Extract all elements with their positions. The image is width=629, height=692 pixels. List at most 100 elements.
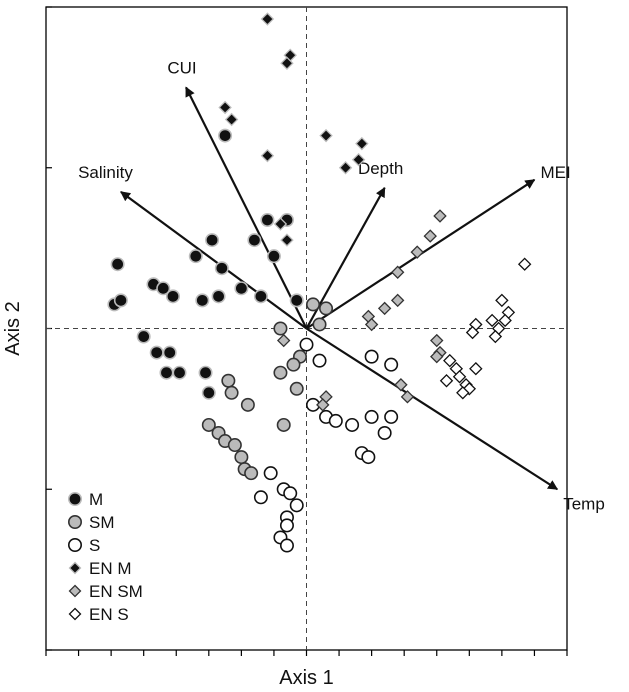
point	[433, 209, 447, 223]
point	[280, 233, 294, 247]
point	[390, 293, 405, 308]
point	[328, 413, 343, 428]
point	[273, 321, 288, 336]
series-sm	[201, 297, 334, 481]
point	[276, 333, 291, 348]
point	[172, 365, 187, 380]
legend-label-s: S	[89, 536, 100, 555]
vector-temp	[305, 327, 559, 491]
point	[205, 233, 220, 248]
point	[234, 281, 249, 296]
tick-layer	[45, 6, 568, 656]
legend-marker-en-s	[68, 607, 82, 621]
point	[498, 313, 512, 328]
point	[221, 373, 236, 388]
point	[289, 381, 304, 396]
point	[156, 281, 171, 296]
legend-marker-sm	[68, 514, 83, 529]
point	[443, 353, 457, 368]
point	[355, 136, 369, 151]
point	[312, 317, 327, 332]
legend: M SM S EN M EN SM EN S	[68, 490, 143, 624]
point	[377, 301, 392, 316]
legend-marker-en-m	[68, 561, 82, 575]
point	[319, 128, 333, 143]
point	[266, 249, 281, 264]
point	[400, 390, 415, 404]
point	[517, 257, 532, 271]
point-layer	[107, 12, 532, 553]
point	[113, 293, 128, 308]
series-en-s	[439, 257, 532, 400]
point	[390, 265, 405, 279]
point	[488, 329, 503, 344]
point	[253, 289, 268, 304]
point	[283, 486, 298, 501]
point	[201, 385, 216, 400]
point	[218, 128, 233, 143]
point	[316, 398, 330, 412]
point	[136, 329, 151, 344]
point	[279, 538, 294, 553]
point	[351, 152, 366, 167]
point	[361, 450, 376, 465]
legend-marker-en-sm	[68, 584, 82, 598]
point	[211, 289, 226, 304]
point	[495, 293, 509, 308]
point	[165, 289, 180, 304]
vector-label-depth: Depth	[358, 159, 403, 178]
point	[214, 261, 229, 276]
series-m	[107, 128, 304, 400]
series-en-sm	[276, 209, 447, 412]
series-s	[253, 337, 399, 553]
point	[456, 386, 470, 400]
point	[289, 293, 304, 308]
point	[338, 161, 353, 175]
point	[299, 337, 314, 352]
vector-label-cui: CUI	[167, 58, 196, 77]
point	[452, 370, 467, 384]
point	[364, 317, 379, 332]
point	[410, 245, 424, 259]
point	[244, 466, 259, 481]
legend-label-en-s: EN S	[89, 605, 129, 624]
point	[384, 357, 399, 372]
point	[253, 490, 268, 505]
point	[110, 257, 125, 272]
point	[149, 345, 164, 360]
point	[260, 12, 275, 26]
y-axis-label: Axis 2	[2, 301, 24, 355]
point	[218, 100, 232, 115]
point	[273, 365, 288, 380]
vector-label-salinity: Salinity	[78, 163, 133, 182]
series-en-m	[218, 12, 369, 247]
point	[430, 349, 444, 364]
point	[280, 56, 294, 70]
legend-label-m: M	[89, 490, 103, 509]
point	[465, 325, 480, 340]
point	[273, 217, 288, 231]
point	[159, 365, 174, 380]
point	[319, 301, 334, 316]
point	[485, 313, 499, 328]
vector-salinity	[120, 190, 308, 330]
vector-label-temp: Temp	[563, 494, 605, 513]
point	[384, 409, 399, 424]
point	[201, 417, 216, 432]
point	[198, 365, 213, 380]
point	[364, 409, 379, 424]
x-axis-label: Axis 1	[279, 667, 333, 687]
point	[188, 249, 203, 264]
point	[439, 374, 454, 388]
legend-marker-m	[68, 491, 83, 506]
point	[279, 518, 294, 533]
vector-cui	[185, 86, 308, 329]
legend-label-en-m: EN M	[89, 559, 132, 578]
point	[306, 297, 321, 312]
point	[260, 148, 275, 163]
legend-label-sm: SM	[89, 513, 115, 532]
point	[195, 293, 210, 308]
reference-lines	[46, 7, 567, 650]
